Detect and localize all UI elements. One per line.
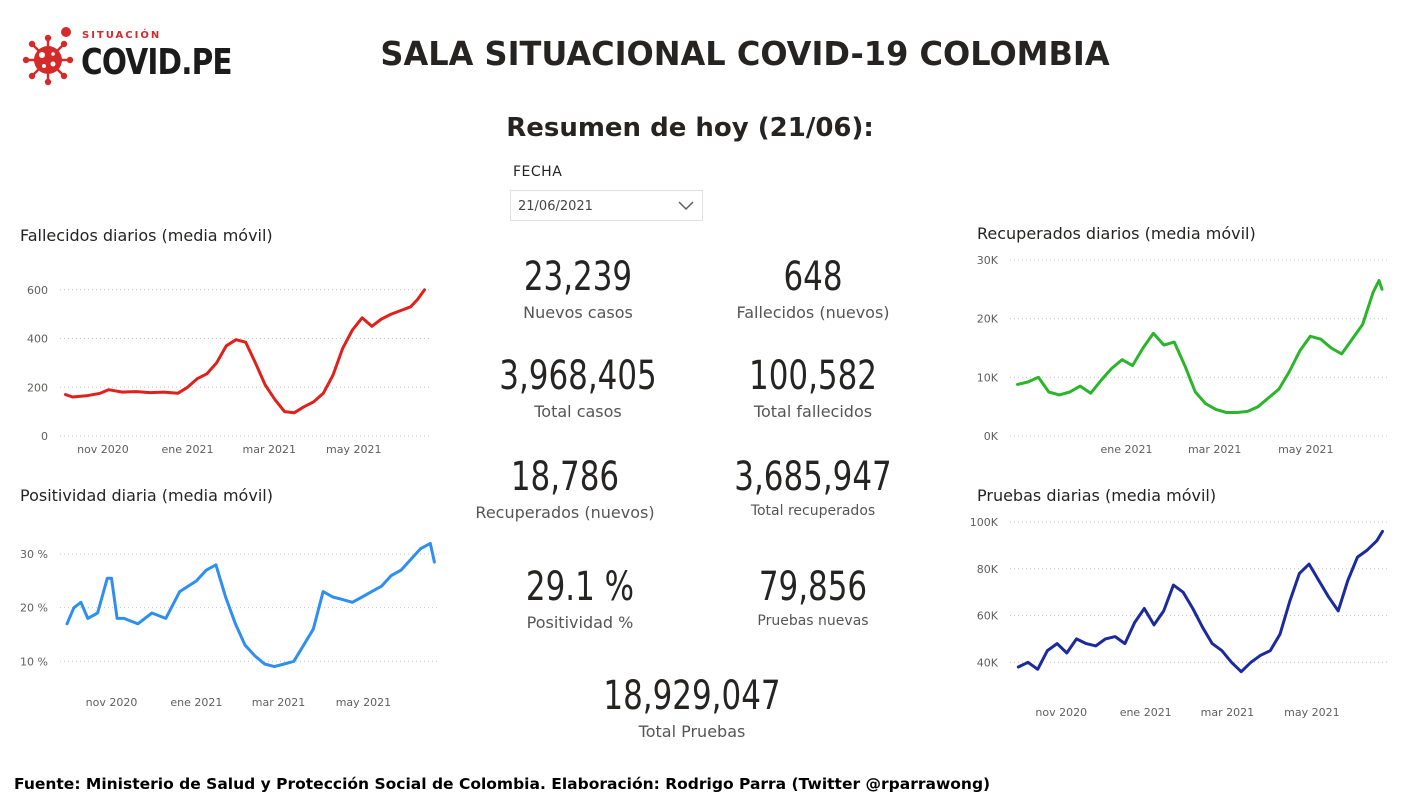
kpi-value: 18,929,047 [603,673,781,719]
y-tick-label: 0K [984,430,999,443]
y-tick-label: 10K [977,371,999,384]
kpi-value: 79,856 [758,564,868,610]
y-tick-label: 80K [977,563,999,576]
x-tick-label: ene 2021 [170,696,222,709]
kpi-label: Total recuperados [750,503,876,519]
logo-small-text: SITUACIÓN [82,30,162,41]
source-footer: Fuente: Ministerio de Salud y Protección… [14,775,991,793]
kpi-label: Total casos [534,402,622,421]
kpi-value: 648 [783,254,843,300]
x-tick-label: nov 2020 [1035,706,1087,719]
y-tick-label: 0 [41,430,48,443]
x-tick-label: mar 2021 [252,696,305,709]
kpi-label: Total Pruebas [638,722,746,741]
y-tick-label: 10 % [20,655,48,668]
chart-pruebas: 40K 60K 80K 100K nov 2020 ene 2021 mar 2021 may… [970,516,1388,719]
date-filter-dropdown[interactable]: 21/06/2021 [510,190,703,221]
chart-title-positividad: Positividad diaria (media móvil) [20,486,273,505]
kpi-label: Recuperados (nuevos) [475,503,655,522]
covid-pe-logo: SITUACIÓN COVID.PE [20,22,233,94]
kpi-label: Fallecidos (nuevos) [736,303,890,322]
kpi-pruebas-nuevas: 79,856 Pruebas nuevas [698,564,928,629]
kpi-label: Nuevos casos [523,303,633,322]
kpi-label: Pruebas nuevas [757,613,869,629]
virus-logo-icon [22,27,74,86]
x-tick-label: mar 2021 [1188,443,1241,456]
y-tick-label: 100K [970,516,999,529]
kpi-value: 18,786 [510,454,620,500]
y-tick-label: 400 [27,333,48,346]
chart-title-recuperados: Recuperados diarios (media móvil) [977,224,1256,243]
y-tick-label: 200 [27,381,48,394]
x-tick-label: may 2021 [1278,443,1333,456]
chart-positividad: 10 % 20 % 30 % nov 2020 ene 2021 mar 2021 may … [20,541,440,709]
x-tick-label: may 2021 [1284,706,1339,719]
x-tick-label: mar 2021 [243,443,296,456]
series-line [1016,529,1384,674]
kpi-total-recuperados: 3,685,947 Total recuperados [698,454,928,519]
date-filter-value: 21/06/2021 [518,199,593,214]
kpi-total-pruebas: 18,929,047 Total Pruebas [542,673,842,741]
kpi-total-casos: 3,968,405 Total casos [463,353,693,421]
kpi-fallecidos-nuevos: 648 Fallecidos (nuevos) [698,254,928,322]
summary-title: Resumen de hoy (21/06): [506,113,874,143]
x-tick-label: nov 2020 [86,696,138,709]
x-tick-label: nov 2020 [77,443,129,456]
y-tick-label: 20K [977,313,999,326]
x-tick-label: mar 2021 [1201,706,1254,719]
kpi-positividad: 29.1 % Positividad % [465,564,695,632]
kpi-value: 3,685,947 [734,454,892,500]
kpi-recuperados-nuevos: 18,786 Recuperados (nuevos) [450,454,680,522]
x-tick-label: ene 2021 [1120,706,1172,719]
x-tick-label: ene 2021 [161,443,213,456]
kpi-label: Positividad % [526,613,634,632]
series-line [64,288,426,415]
y-tick-label: 40K [977,656,999,669]
x-tick-label: may 2021 [336,696,391,709]
kpi-value: 29.1 % [525,564,635,610]
date-filter-label: FECHA [513,164,563,180]
chart-recuperados: 0K 10K 20K 30K ene 2021 mar 2021 may 2021 [977,254,1388,456]
kpi-total-fallecidos: 100,582 Total fallecidos [698,353,928,421]
series-line [65,541,436,669]
x-tick-label: ene 2021 [1101,443,1153,456]
chevron-down-icon [678,201,694,211]
chart-fallecidos: 0 200 400 600 nov 2020 ene 2021 mar 2021 may 20… [27,284,430,456]
series-line [1016,279,1384,414]
kpi-value: 3,968,405 [499,353,657,399]
kpi-label: Total fallecidos [753,402,873,421]
y-tick-label: 30K [977,254,999,267]
chart-title-fallecidos: Fallecidos diarios (media móvil) [20,226,273,245]
y-tick-label: 600 [27,284,48,297]
chart-title-pruebas: Pruebas diarias (media móvil) [977,486,1217,505]
kpi-nuevos-casos: 23,239 Nuevos casos [463,254,693,322]
y-tick-label: 60K [977,610,999,623]
y-tick-label: 30 % [20,548,48,561]
kpi-value: 100,582 [749,353,877,399]
y-tick-label: 20 % [20,602,48,615]
logo-big-text: COVID.PE [81,42,233,83]
x-tick-label: may 2021 [326,443,381,456]
page-title: SALA SITUACIONAL COVID-19 COLOMBIA [380,34,1110,73]
kpi-value: 23,239 [523,254,633,300]
